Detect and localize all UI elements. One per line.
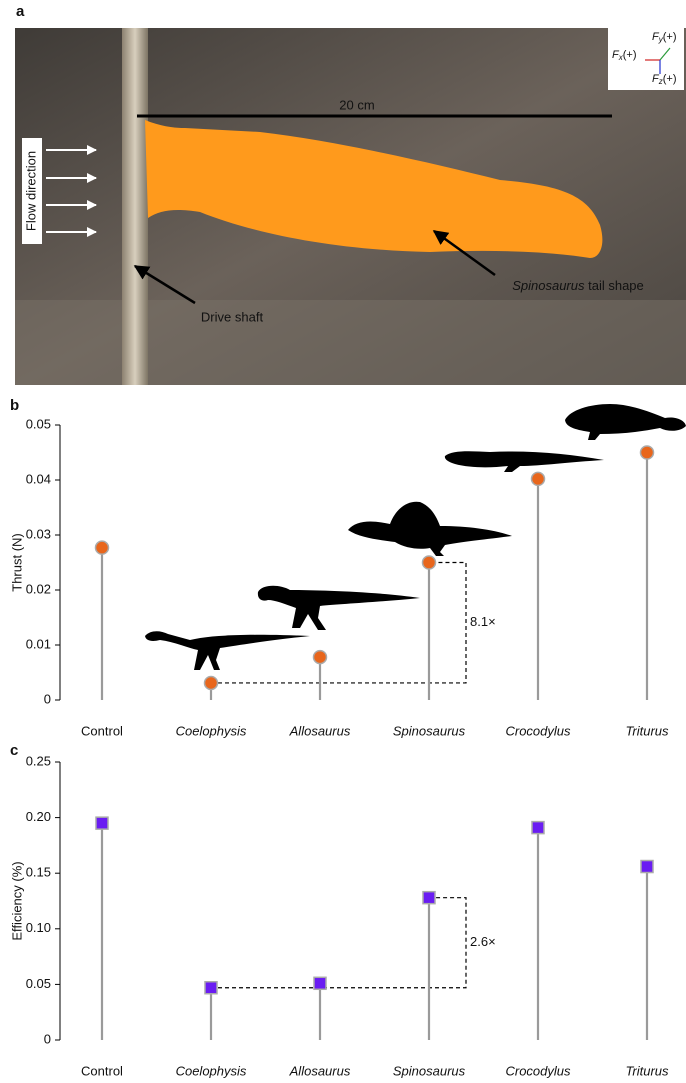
y-tick-label: 0.05 bbox=[26, 416, 51, 431]
x-tick-label: Spinosaurus bbox=[393, 1063, 466, 1078]
y-tick-label: 0.01 bbox=[26, 636, 51, 651]
drive-shaft bbox=[122, 28, 148, 385]
silhouettes bbox=[145, 404, 686, 670]
ratio-annotation: 8.1× bbox=[470, 614, 496, 629]
figure: a 20 cm Flow direction Drive shaft Spino… bbox=[0, 0, 686, 1083]
y-tick-label: 0.02 bbox=[26, 581, 51, 596]
x-tick-label: Allosaurus bbox=[289, 1063, 351, 1078]
marker bbox=[314, 977, 326, 989]
y-tick-label: 0.25 bbox=[26, 753, 51, 768]
marker bbox=[205, 982, 217, 994]
marker bbox=[423, 556, 436, 569]
marker bbox=[314, 651, 327, 664]
force-label: Fx(+) bbox=[612, 49, 636, 62]
y-tick-label: 0.10 bbox=[26, 920, 51, 935]
ratio-annotation: 2.6× bbox=[470, 934, 496, 949]
x-tick-label: Crocodylus bbox=[505, 723, 571, 738]
force-label: Fz(+) bbox=[652, 73, 676, 86]
x-tick-label: Spinosaurus bbox=[393, 723, 466, 738]
y-tick-label: 0.04 bbox=[26, 471, 51, 486]
y-tick-label: 0.15 bbox=[26, 865, 51, 880]
x-tick-label: Control bbox=[81, 723, 123, 738]
force-label: Fy(+) bbox=[652, 31, 676, 44]
marker bbox=[532, 822, 544, 834]
x-tick-label: Control bbox=[81, 1063, 123, 1078]
x-tick-label: Coelophysis bbox=[176, 1063, 247, 1078]
marker bbox=[205, 676, 218, 689]
marker bbox=[641, 446, 654, 459]
y-tick-label: 0.05 bbox=[26, 976, 51, 991]
panel-label: b bbox=[10, 397, 19, 414]
force-sign: (+) bbox=[663, 31, 677, 43]
marker bbox=[96, 817, 108, 829]
y-tick-label: 0.03 bbox=[26, 526, 51, 541]
ratio-bracket bbox=[211, 898, 466, 988]
y-tick-label: 0 bbox=[44, 691, 51, 706]
y-tick-label: 0 bbox=[44, 1031, 51, 1046]
x-tick-label: Triturus bbox=[625, 1063, 669, 1078]
force-sign: (+) bbox=[623, 49, 637, 61]
y-axis-label: Efficiency (%) bbox=[9, 861, 24, 940]
flow-label: Flow direction bbox=[23, 151, 38, 231]
panel-label: a bbox=[16, 3, 25, 20]
tail-label-italic: Spinosaurus bbox=[512, 278, 585, 293]
panel-label: c bbox=[10, 742, 18, 759]
x-tick-label: Allosaurus bbox=[289, 723, 351, 738]
marker bbox=[96, 541, 109, 554]
marker bbox=[423, 892, 435, 904]
force-sign: (+) bbox=[663, 73, 677, 85]
photo-floor bbox=[15, 300, 686, 385]
y-tick-label: 0.20 bbox=[26, 809, 51, 824]
shaft-label: Drive shaft bbox=[201, 309, 264, 324]
tail-label-rest: tail shape bbox=[585, 278, 644, 293]
scale-label: 20 cm bbox=[339, 97, 374, 112]
marker bbox=[641, 861, 653, 873]
y-axis-label: Thrust (N) bbox=[9, 533, 24, 592]
ratio-bracket bbox=[211, 563, 466, 683]
x-tick-label: Coelophysis bbox=[176, 723, 247, 738]
tail-label: Spinosaurus tail shape bbox=[512, 278, 644, 293]
x-tick-label: Triturus bbox=[625, 723, 669, 738]
marker bbox=[532, 472, 545, 485]
x-tick-label: Crocodylus bbox=[505, 1063, 571, 1078]
